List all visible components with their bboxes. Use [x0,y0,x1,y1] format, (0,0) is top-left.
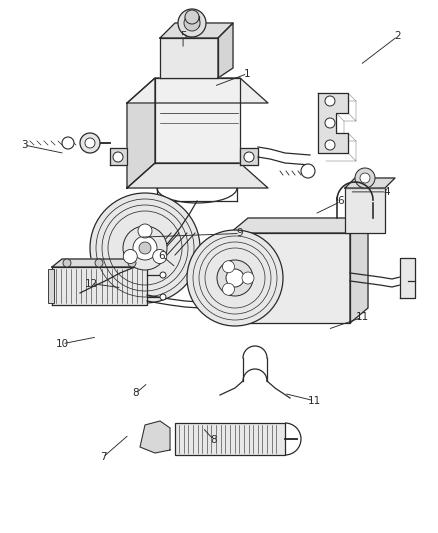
Circle shape [123,226,167,270]
Polygon shape [318,93,348,153]
Circle shape [185,10,199,24]
Text: 3: 3 [21,140,28,150]
Polygon shape [52,259,157,267]
Text: 11: 11 [308,396,321,406]
Circle shape [62,137,74,149]
Polygon shape [218,23,233,78]
Circle shape [160,294,166,300]
Polygon shape [160,38,218,78]
Text: 10: 10 [56,339,69,349]
Circle shape [160,272,166,278]
Circle shape [360,173,370,183]
Circle shape [301,164,315,178]
Circle shape [138,224,152,238]
Bar [345,188,385,233]
Circle shape [325,118,335,128]
Circle shape [355,168,375,188]
Text: 1: 1 [244,69,251,78]
Polygon shape [230,233,350,323]
Circle shape [133,236,157,260]
Text: 6: 6 [337,197,344,206]
Bar [48,269,54,303]
Polygon shape [160,23,233,38]
Text: 11: 11 [356,312,369,322]
Text: 6: 6 [159,251,166,261]
Circle shape [95,259,103,267]
Polygon shape [230,218,368,233]
Circle shape [242,272,254,284]
Circle shape [153,249,167,263]
Circle shape [139,242,151,254]
Circle shape [128,259,136,267]
Text: 12: 12 [85,279,98,288]
Text: 2: 2 [394,31,401,41]
Circle shape [113,152,123,162]
Text: 4: 4 [383,187,390,197]
Polygon shape [240,148,258,165]
Circle shape [178,9,206,37]
Polygon shape [345,178,395,188]
Bar [185,16,199,26]
Polygon shape [52,267,147,305]
Polygon shape [110,148,127,165]
Polygon shape [155,78,240,163]
Circle shape [123,249,137,263]
Text: 9: 9 [237,229,244,238]
Circle shape [217,260,253,296]
Circle shape [226,269,244,287]
Circle shape [90,193,200,303]
Circle shape [63,259,71,267]
Circle shape [223,261,234,273]
Circle shape [244,152,254,162]
Text: 8: 8 [210,435,217,445]
Circle shape [325,96,335,106]
Circle shape [187,230,283,326]
Text: 8: 8 [132,389,139,398]
Circle shape [184,15,200,31]
Polygon shape [127,78,155,188]
Polygon shape [400,258,415,298]
Circle shape [325,140,335,150]
Polygon shape [140,421,170,453]
Circle shape [80,133,100,153]
Polygon shape [127,78,268,103]
Text: 7: 7 [99,453,106,462]
Polygon shape [127,163,268,188]
Circle shape [85,138,95,148]
Text: 5: 5 [180,31,187,41]
Bar [175,423,285,455]
Polygon shape [350,218,368,323]
Circle shape [223,283,234,295]
